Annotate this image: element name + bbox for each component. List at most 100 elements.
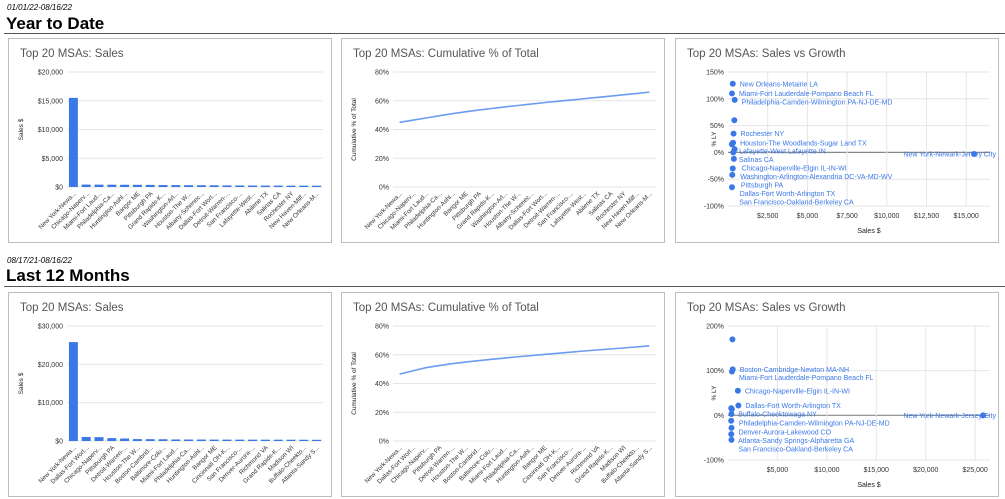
data-point <box>729 336 736 343</box>
data-label: Salinas CA <box>739 157 774 164</box>
bar <box>132 184 142 187</box>
data-point <box>730 130 737 137</box>
data-point <box>730 149 737 156</box>
data-label: Denver-Aurora-Lakewood CO <box>738 429 831 436</box>
data-point <box>728 141 735 148</box>
bar <box>132 439 142 441</box>
chart-canvas: -100% -50% 0% 50% 100% 150% % LY $2,500 $5,000 $7… <box>704 70 997 236</box>
y-tick-label: -100% <box>704 458 724 465</box>
ltm-scatter-chart: Top 20 MSAs: Sales vs Growth -100% 0% 100%… <box>675 292 999 497</box>
bar <box>248 185 258 187</box>
data-point <box>728 431 735 438</box>
y-tick-label: 20% <box>375 410 389 417</box>
y-tick-label: 40% <box>375 381 389 388</box>
data-label: Washington-Arlington-Alexandria DC-VA-MD… <box>740 174 892 181</box>
data-label: Pittsburgh PA <box>741 182 784 189</box>
data-point <box>735 402 742 409</box>
bar <box>312 439 322 441</box>
data-point <box>729 80 736 87</box>
y-tick-label: 40% <box>375 127 389 134</box>
x-tick-label: $15,000 <box>864 467 889 474</box>
bar <box>184 439 194 441</box>
bar <box>312 185 322 187</box>
bar <box>286 185 296 187</box>
bar <box>81 184 91 187</box>
chart-title: Top 20 MSAs: Sales vs Growth <box>687 302 846 314</box>
bar <box>273 439 283 441</box>
chart-title: Top 20 MSAs: Cumulative % of Total <box>353 302 539 314</box>
bar <box>209 185 219 187</box>
bar <box>94 184 104 187</box>
data-point <box>728 406 735 413</box>
y-axis-label: Sales $ <box>18 372 25 394</box>
bar <box>158 439 168 441</box>
y-tick-label: 80% <box>375 70 389 77</box>
data-label: Boston-Cambridge-Newton MA-NH <box>740 367 849 374</box>
y-axis-label: % LY <box>711 131 718 147</box>
bar <box>196 185 206 187</box>
x-tick-label: $10,000 <box>874 213 899 220</box>
data-label: Lafayette-West Lafayette IN <box>739 148 826 155</box>
y-tick-label: $0 <box>55 439 63 446</box>
series-line <box>399 91 650 124</box>
data-label: New York-Newark-Jersey City <box>903 413 996 420</box>
y-tick-label: $20,000 <box>38 70 63 77</box>
ltm-cumulative-chart: Top 20 MSAs: Cumulative % of Total 0% 20%… <box>341 292 665 497</box>
data-point <box>728 410 735 417</box>
y-tick-label: $20,000 <box>38 362 63 369</box>
data-label: Philadelphia-Camden-Wilmington PA-NJ-DE-… <box>739 421 890 428</box>
ytd-cumulative-chart: Top 20 MSAs: Cumulative % of Total 0% 20%… <box>341 38 665 243</box>
y-tick-label: $5,000 <box>42 156 64 163</box>
x-tick-label: $20,000 <box>913 467 938 474</box>
divider <box>4 286 1005 287</box>
bar <box>107 438 117 441</box>
bar <box>120 438 130 441</box>
series-line <box>399 345 650 375</box>
data-label: Miami-Fort Lauderdale-Pompano Beach FL <box>739 91 874 98</box>
data-point <box>730 155 737 162</box>
chart-canvas: -100% 0% 100% 200% % LY $5,000 $10,000 $15,000 $… <box>704 324 997 490</box>
bar <box>145 184 155 187</box>
y-tick-label: $0 <box>55 185 63 192</box>
y-tick-label: $10,000 <box>38 127 63 134</box>
bar <box>273 185 283 187</box>
y-axis-label: Cumulative % of Total <box>351 98 358 161</box>
bar <box>68 342 78 441</box>
data-point <box>728 184 735 191</box>
y-axis-label: Cumulative % of Total <box>351 352 358 415</box>
data-label: Chicago-Naperville-Elgin IL-IN-WI <box>742 166 847 173</box>
y-tick-label: $10,000 <box>38 400 63 407</box>
section-title: Last 12 Months <box>6 266 130 285</box>
chart-title: Top 20 MSAs: Sales <box>20 302 124 314</box>
bar <box>81 436 91 441</box>
y-axis-label: Sales $ <box>18 118 25 140</box>
data-label: Chicago-Naperville-Elgin IL-IN-WI <box>745 388 850 395</box>
bar <box>120 184 130 187</box>
data-label: Rochester NY <box>741 131 785 138</box>
bar <box>248 439 258 441</box>
bar <box>107 184 117 187</box>
data-point <box>728 90 735 97</box>
data-point <box>734 387 741 394</box>
data-point <box>728 368 735 375</box>
x-tick-label: $5,000 <box>797 213 819 220</box>
y-tick-label: 50% <box>710 123 724 130</box>
y-tick-label: 0% <box>379 185 389 192</box>
y-tick-label: -50% <box>708 177 724 184</box>
divider <box>4 33 1005 34</box>
bar <box>222 439 232 441</box>
y-tick-label: 20% <box>375 156 389 163</box>
data-point <box>731 96 738 103</box>
bar <box>260 185 270 187</box>
chart-title: Top 20 MSAs: Sales <box>20 48 124 60</box>
y-tick-label: 60% <box>375 98 389 105</box>
y-axis-label: % LY <box>711 385 718 401</box>
bar <box>209 439 219 441</box>
section-title: Year to Date <box>6 14 105 33</box>
x-tick-label: $15,000 <box>954 213 979 220</box>
y-tick-label: 200% <box>706 324 724 331</box>
x-tick-label: $10,000 <box>814 467 839 474</box>
date-range: 08/17/21-08/16/22 <box>7 256 72 265</box>
